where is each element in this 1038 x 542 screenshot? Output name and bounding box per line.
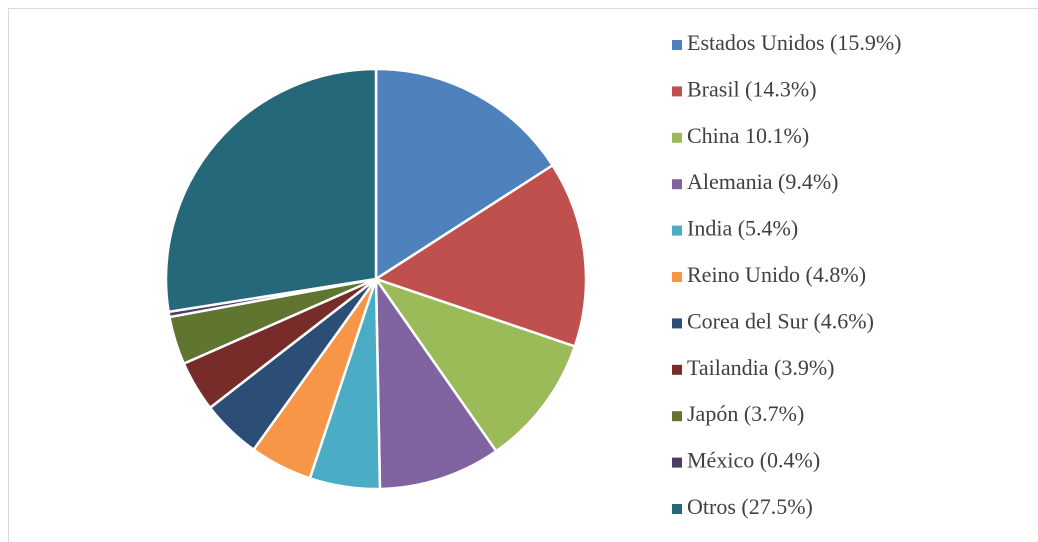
pie-slice — [374, 274, 498, 491]
pie-slice — [164, 67, 378, 314]
pie-slice — [372, 276, 577, 453]
legend-label: Corea del Sur (4.6%) — [687, 308, 874, 333]
legend-label: Japón (3.7%) — [687, 401, 804, 426]
legend-label: Brasil (14.3%) — [687, 76, 817, 101]
pie — [164, 67, 588, 491]
legend-label: Otros (27.5%) — [687, 494, 813, 519]
legend-label: Alemania (9.4%) — [687, 169, 839, 194]
pie-slice — [374, 67, 555, 282]
legend-label: México (0.4%) — [687, 448, 820, 473]
legend-swatch — [672, 86, 682, 97]
legend: Estados Unidos (15.9%) Brasil (14.3%) Chin… — [672, 30, 901, 519]
legend-label: Reino Unido (4.8%) — [687, 262, 866, 287]
legend-label: China 10.1%) — [687, 123, 809, 148]
legend-swatch — [672, 272, 682, 282]
legend-swatch — [672, 132, 682, 143]
legend-swatch — [672, 457, 682, 468]
legend-swatch — [672, 318, 682, 329]
legend-swatch — [672, 364, 682, 375]
legend-label: Estados Unidos (15.9%) — [687, 30, 901, 55]
legend-swatch — [672, 179, 682, 190]
legend-swatch — [672, 411, 682, 422]
legend-swatch — [672, 225, 682, 236]
legend-swatch — [672, 504, 682, 514]
legend-label: Tailandia (3.9%) — [687, 355, 835, 380]
chart-border — [8, 8, 1038, 542]
legend-swatch — [672, 40, 682, 50]
pie-slice — [373, 163, 588, 348]
legend-label: India (5.4%) — [687, 216, 798, 241]
